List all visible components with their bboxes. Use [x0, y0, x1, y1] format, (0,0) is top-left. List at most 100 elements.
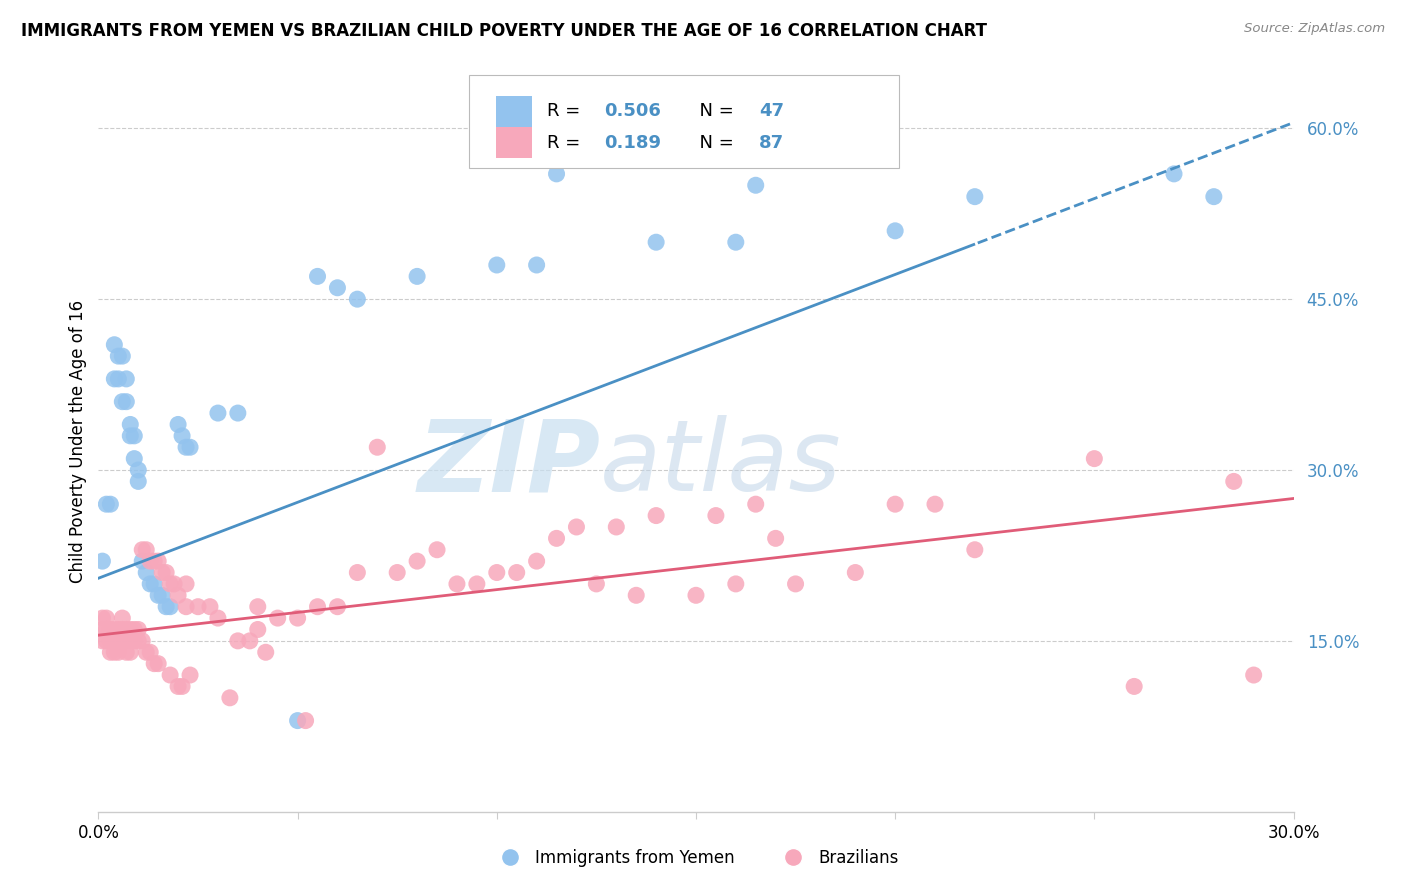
Point — [143, 657, 166, 671]
Point — [745, 497, 768, 511]
Point — [765, 532, 787, 546]
Point — [585, 577, 607, 591]
Point — [139, 645, 162, 659]
Point — [148, 588, 170, 602]
Point — [198, 599, 221, 614]
Point — [96, 611, 118, 625]
Point — [107, 645, 129, 659]
Point — [884, 497, 907, 511]
Point — [1163, 167, 1185, 181]
Point — [963, 189, 986, 203]
Point — [172, 680, 194, 694]
Point — [103, 372, 125, 386]
Text: 0.506: 0.506 — [605, 102, 661, 120]
Point — [139, 577, 162, 591]
Point — [406, 554, 429, 568]
FancyBboxPatch shape — [496, 95, 533, 127]
Text: R =: R = — [547, 134, 592, 152]
Point — [326, 281, 349, 295]
Point — [159, 577, 181, 591]
Point — [124, 429, 146, 443]
Point — [124, 633, 146, 648]
Point — [307, 269, 329, 284]
Point — [167, 588, 190, 602]
Point — [724, 577, 747, 591]
Text: IMMIGRANTS FROM YEMEN VS BRAZILIAN CHILD POVERTY UNDER THE AGE OF 16 CORRELATION: IMMIGRANTS FROM YEMEN VS BRAZILIAN CHILD… — [21, 22, 987, 40]
Point — [111, 611, 134, 625]
Point — [120, 633, 142, 648]
Point — [426, 542, 449, 557]
Point — [366, 440, 388, 454]
Point — [131, 542, 153, 557]
Point — [385, 566, 409, 580]
Point — [155, 566, 177, 580]
Point — [239, 633, 262, 648]
Point — [506, 566, 529, 580]
Point — [120, 429, 142, 443]
Point — [1202, 189, 1225, 203]
Point — [107, 349, 129, 363]
Point — [294, 714, 316, 728]
Point — [150, 588, 173, 602]
Point — [150, 566, 173, 580]
Point — [267, 611, 290, 625]
Point — [135, 542, 157, 557]
Point — [565, 520, 588, 534]
Point — [98, 633, 122, 648]
Point — [103, 337, 125, 351]
Point — [219, 690, 242, 705]
Point — [148, 657, 170, 671]
Point — [963, 542, 986, 557]
Point — [745, 178, 768, 193]
Point — [446, 577, 468, 591]
Point — [139, 554, 162, 568]
Point — [103, 623, 125, 637]
Point — [148, 554, 170, 568]
Point — [135, 645, 157, 659]
Point — [115, 633, 138, 648]
Point — [546, 532, 568, 546]
Point — [485, 566, 508, 580]
Point — [174, 440, 197, 454]
Text: N =: N = — [688, 102, 740, 120]
Point — [406, 269, 429, 284]
Point — [159, 599, 181, 614]
Point — [605, 520, 627, 534]
Point — [1083, 451, 1105, 466]
Point — [167, 680, 190, 694]
FancyBboxPatch shape — [470, 75, 900, 168]
Point — [1223, 475, 1246, 489]
Point — [107, 623, 129, 637]
Point — [127, 623, 149, 637]
Point — [91, 554, 114, 568]
Point — [526, 258, 548, 272]
Point — [103, 645, 125, 659]
Point — [98, 623, 122, 637]
Point — [1123, 680, 1146, 694]
Point — [546, 167, 568, 181]
Point — [884, 224, 907, 238]
Point — [326, 599, 349, 614]
Point — [120, 417, 142, 432]
Point — [207, 406, 229, 420]
Point — [704, 508, 727, 523]
Point — [465, 577, 488, 591]
Text: ZIP: ZIP — [418, 416, 600, 512]
Point — [172, 429, 194, 443]
Point — [115, 623, 138, 637]
FancyBboxPatch shape — [496, 127, 533, 158]
Point — [103, 633, 125, 648]
Point — [174, 599, 197, 614]
Point — [287, 714, 309, 728]
Point — [115, 645, 138, 659]
Point — [127, 633, 149, 648]
Text: 0.189: 0.189 — [605, 134, 661, 152]
Point — [1243, 668, 1265, 682]
Point — [226, 633, 249, 648]
Point — [115, 394, 138, 409]
Point — [724, 235, 747, 250]
Point — [98, 497, 122, 511]
Point — [179, 668, 201, 682]
Point — [207, 611, 229, 625]
Point — [155, 599, 177, 614]
